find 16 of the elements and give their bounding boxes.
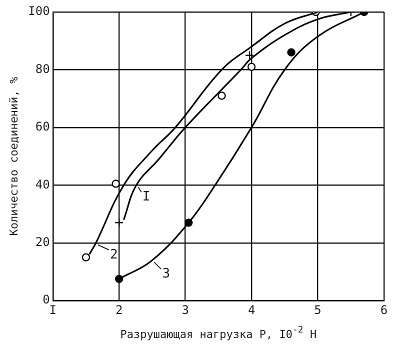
y-tick-label: 40 (35, 177, 50, 192)
y-tick-label: 80 (35, 62, 50, 76)
y-tick-label: 20 (35, 235, 50, 250)
x-tick-label: 3 (182, 302, 189, 317)
series-label: 3 (162, 266, 170, 282)
x-tick-label: 6 (380, 302, 388, 317)
x-tick-label: I (49, 302, 56, 317)
y-tick-label: 60 (35, 120, 50, 134)
y-tick-label: 0 (42, 292, 50, 307)
x-tick-label: 5 (314, 302, 322, 317)
y-axis-title: Количество соединений, % (7, 76, 20, 236)
y-tick-label: I00 (28, 4, 50, 18)
series-label: 2 (110, 247, 118, 262)
x-tick-label: 4 (248, 302, 256, 317)
series-label: I (142, 190, 150, 205)
x-tick-label: 2 (115, 302, 123, 317)
